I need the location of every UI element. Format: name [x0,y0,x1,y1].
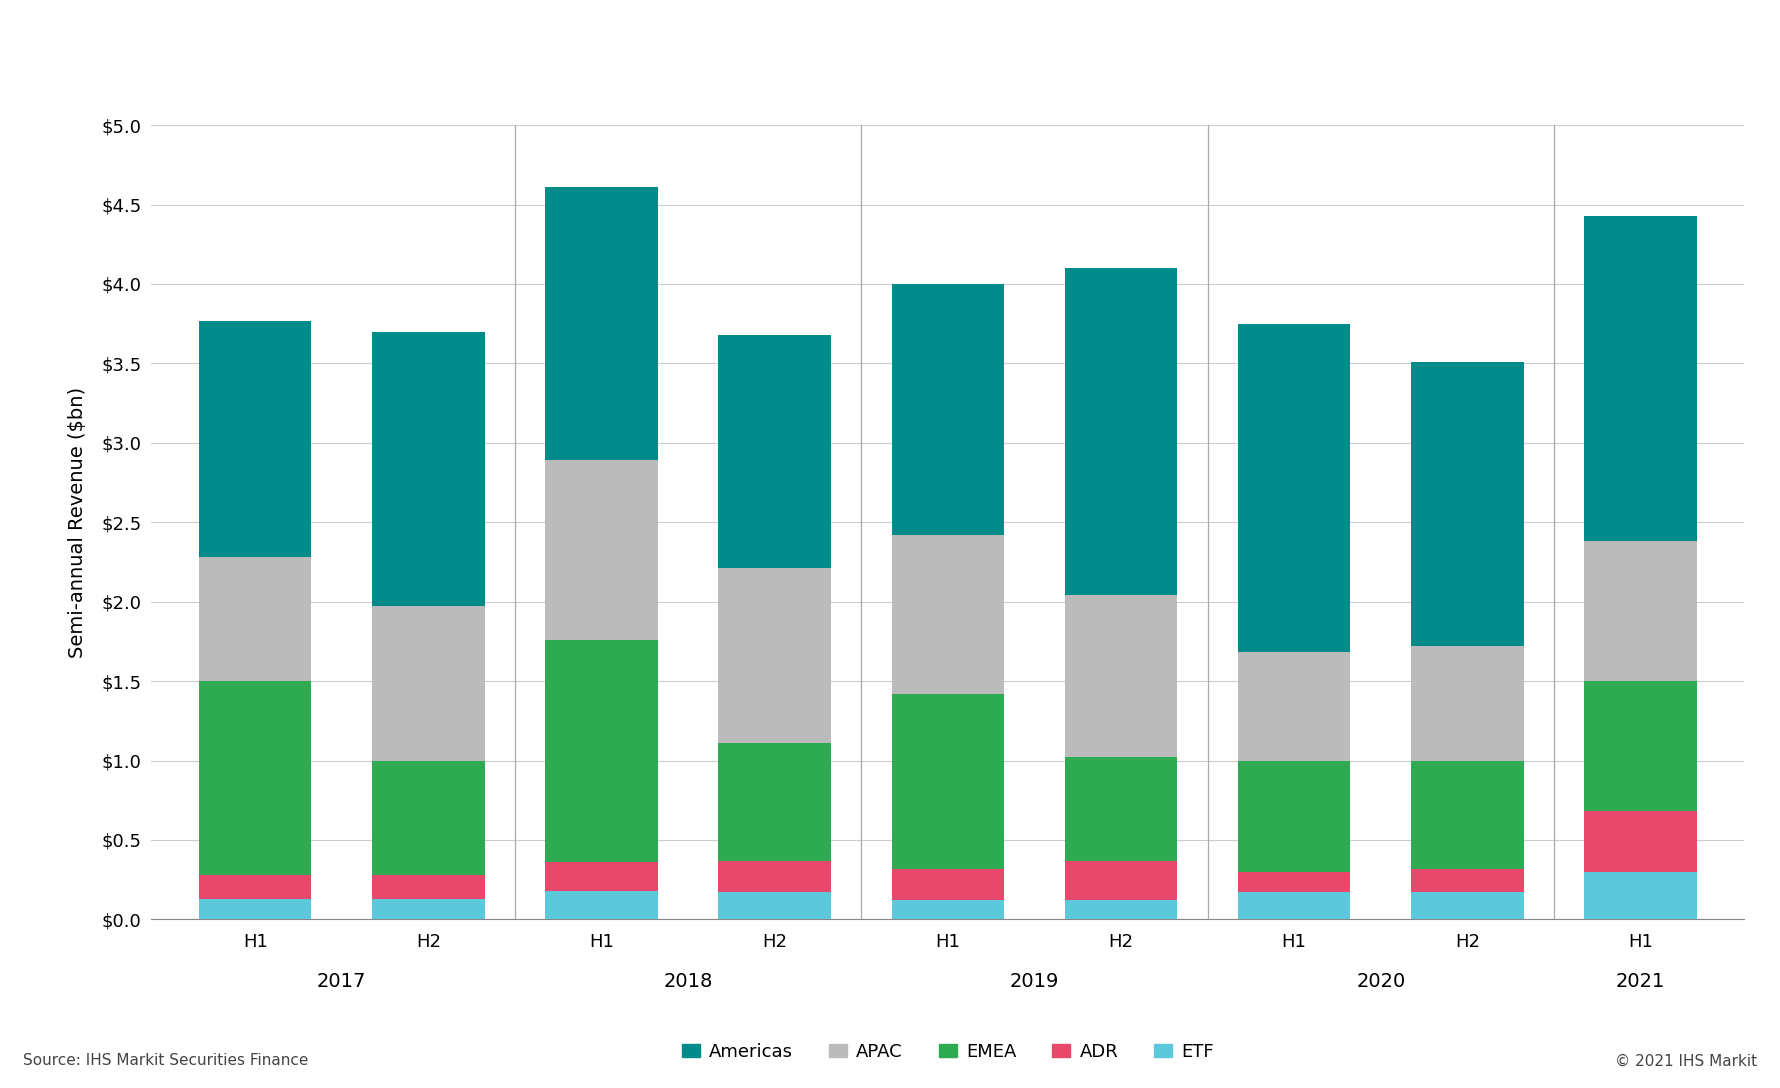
Bar [1237,761,1351,871]
Bar [372,875,484,899]
Bar [892,900,1004,919]
Bar [372,332,484,606]
Bar [372,761,484,875]
Text: 2018: 2018 [664,973,712,991]
Text: 2017: 2017 [317,973,367,991]
Bar [545,640,659,862]
Bar [545,891,659,919]
Text: © 2021 IHS Markit: © 2021 IHS Markit [1614,1053,1757,1068]
Bar [199,557,312,681]
Bar [545,187,659,460]
Bar [1064,268,1177,595]
Bar [1237,892,1351,919]
Bar [1237,871,1351,892]
Bar [719,861,831,892]
Text: 2021: 2021 [1616,973,1664,991]
Bar [1064,595,1177,757]
Bar [719,568,831,743]
Text: 2019: 2019 [1009,973,1059,991]
Bar [199,681,312,875]
Bar [545,862,659,891]
Text: Source: IHS Markit Securities Finance: Source: IHS Markit Securities Finance [23,1053,308,1068]
Bar [545,460,659,640]
Bar [1064,757,1177,861]
Bar [1412,892,1524,919]
Bar [199,875,312,899]
Bar [892,868,1004,900]
Bar [1412,362,1524,646]
Bar [1064,900,1177,919]
Bar [719,743,831,861]
Bar [1584,812,1696,871]
Bar [1584,681,1696,812]
Bar [1064,861,1177,900]
Bar [892,535,1004,694]
Bar [1584,215,1696,542]
Bar [372,606,484,761]
Text: Equity finance revenue by region: Equity finance revenue by region [23,33,593,62]
Bar [1237,324,1351,653]
Bar [1412,868,1524,892]
Legend: Americas, APAC, EMEA, ADR, ETF: Americas, APAC, EMEA, ADR, ETF [675,1036,1221,1068]
Bar [719,892,831,919]
Bar [1412,761,1524,868]
Bar [1584,871,1696,919]
Bar [1237,653,1351,761]
Bar [1584,542,1696,681]
Bar [199,321,312,557]
Bar [372,899,484,919]
Bar [719,335,831,568]
Bar [892,284,1004,535]
Bar [199,899,312,919]
Text: 2020: 2020 [1356,973,1406,991]
Y-axis label: Semi-annual Revenue ($bn): Semi-annual Revenue ($bn) [68,386,87,658]
Bar [892,694,1004,868]
Bar [1412,646,1524,761]
